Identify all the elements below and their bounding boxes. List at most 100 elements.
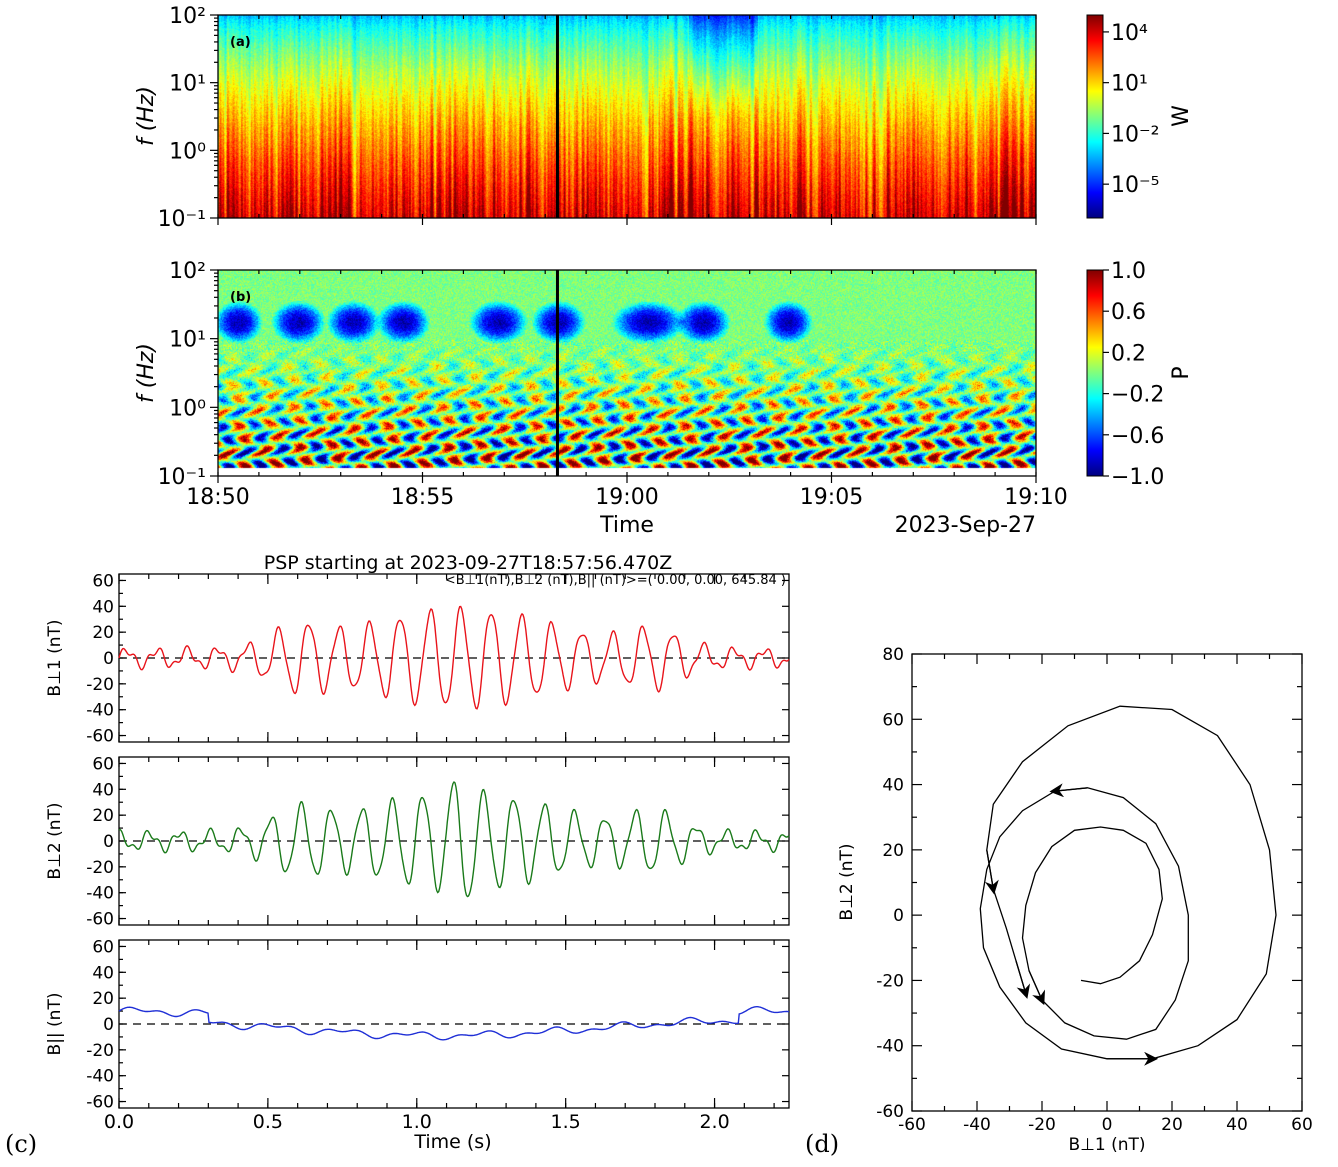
y-tick-label: -60 — [86, 1093, 114, 1113]
y-tick-label: -60 — [876, 1102, 904, 1122]
y-tick-label: 40 — [92, 597, 114, 617]
x-tick-label: 1.5 — [551, 1111, 581, 1133]
y-tick-label: -20 — [86, 858, 114, 878]
y-tick-label: 0 — [103, 649, 114, 669]
colorbar-tick-label: 0.2 — [1111, 341, 1146, 366]
panel-d-frame — [911, 653, 1303, 1112]
panel-d-label: (d) — [805, 1130, 839, 1158]
x-tick-label: 40 — [1226, 1115, 1248, 1135]
x-tick-label: 19:05 — [800, 485, 863, 510]
x-tick-label: 1.0 — [402, 1111, 432, 1133]
panel-c-title: PSP starting at 2023-09-27T18:57:56.470Z — [264, 552, 673, 574]
panel-b-colorbar-label: P — [1169, 366, 1194, 379]
y-tick-label: -20 — [876, 971, 904, 991]
panel-a-x-ticks — [217, 15, 1037, 225]
panel-b-ylabel: f (Hz) — [134, 343, 159, 403]
subplot-2: 60 40 20 0 -20 -40 -60 B⊥2 (nT) — [45, 754, 790, 930]
panel-a-y-ticks: 10⁻¹ 10⁰ 10¹ 10² — [158, 4, 218, 232]
y-tick-label: 60 — [92, 937, 114, 957]
panel-b-xlabel: Time — [599, 513, 654, 538]
y-tick-label: -20 — [86, 675, 114, 695]
y-tick-label: -60 — [86, 727, 114, 747]
y-tick-label: 10⁻¹ — [158, 465, 206, 490]
series-line-2 — [118, 780, 790, 898]
series-line-1 — [118, 605, 790, 710]
y-tick-label: 10² — [169, 4, 206, 29]
y-tick-label: -40 — [86, 884, 114, 904]
y-tick-label: 10⁻¹ — [158, 207, 206, 232]
colorbar-tick-label: −1.0 — [1111, 465, 1164, 490]
panel-b: (b) 10⁻¹ 10⁰ 10¹ 10² 18:50 18:55 19:00 19:05 19… — [134, 259, 1194, 538]
y-tick-label: 20 — [92, 806, 114, 826]
panel-d-hodogram — [979, 705, 1277, 1066]
hodogram-arrow — [1015, 960, 1031, 999]
y-tick-label: 60 — [92, 754, 114, 774]
y-tick-label: 40 — [92, 780, 114, 800]
y-tick-label: 10² — [169, 259, 206, 284]
x-tick-label: -20 — [1028, 1115, 1056, 1135]
panel-d-ticks: -60 -40 -20 0 20 40 60 80 60 40 20 0 -20 -40 -60 — [876, 645, 1313, 1135]
panel-c-label: (c) — [5, 1130, 37, 1158]
y-tick-label: 80 — [882, 645, 904, 665]
x-tick-label: -60 — [898, 1115, 926, 1135]
panel-b-spectrogram-area — [218, 270, 1036, 476]
y-tick-label: 10¹ — [169, 72, 206, 97]
panel-c-annotation: <B⊥1(nT),B⊥2 (nT),B|| (nT)>=( 0.00, 0.00… — [445, 573, 786, 588]
panel-c: PSP starting at 2023-09-27T18:57:56.470Z… — [5, 552, 790, 1158]
panel-a-spectrogram — [218, 15, 1036, 218]
panel-d-ylabel: B⊥2 (nT) — [837, 843, 857, 920]
y-tick-label: 20 — [882, 841, 904, 861]
y-tick-label: 20 — [92, 989, 114, 1009]
y-tick-label: 10⁰ — [169, 139, 206, 164]
x-tick-label: 19:10 — [1004, 485, 1067, 510]
colorbar-tick-label: 10⁴ — [1111, 21, 1148, 46]
panel-b-y-ticks: 10⁻¹ 10⁰ 10¹ 10² — [158, 259, 218, 490]
series-ylabel: B|| (nT) — [45, 993, 65, 1056]
panel-b-x-ticks: 18:50 18:55 19:00 19:05 19:10 — [186, 270, 1068, 510]
panel-b-label: (b) — [230, 290, 251, 305]
x-tick-label: 0 — [1102, 1115, 1113, 1135]
series-ylabel: B⊥1 (nT) — [45, 619, 65, 696]
y-tick-label: -60 — [86, 910, 114, 930]
colorbar-tick-label: 1.0 — [1111, 259, 1146, 284]
panel-b-date-label: 2023-Sep-27 — [895, 513, 1036, 538]
panel-a-colorbar — [1086, 14, 1104, 219]
y-tick-label: 0 — [103, 1015, 114, 1035]
panel-d: -60 -40 -20 0 20 40 60 80 60 40 20 0 -20 -40 -60 B⊥1 (… — [805, 645, 1313, 1158]
panel-c-subplots: 60 40 20 0 -20 -40 -60 B⊥1 (nT) 60 40 20 0 -20 -40 -60… — [45, 571, 790, 1113]
panel-a-spectrogram-area — [218, 15, 1036, 218]
colorbar-tick-label: 10¹ — [1111, 72, 1148, 97]
x-tick-label: 18:55 — [391, 485, 454, 510]
x-tick-label: 0.5 — [253, 1111, 283, 1133]
colorbar-tick-label: −0.6 — [1111, 424, 1164, 449]
subplot-1: 60 40 20 0 -20 -40 -60 B⊥1 (nT) — [45, 571, 790, 747]
hodogram-trace — [979, 705, 1277, 1060]
panel-b-spectrogram — [218, 270, 1036, 476]
x-tick-label: 19:00 — [595, 485, 658, 510]
y-tick-label: 40 — [882, 776, 904, 796]
x-tick-label: 60 — [1291, 1115, 1313, 1135]
hodogram-arrow — [1049, 783, 1088, 798]
x-tick-label: -40 — [963, 1115, 991, 1135]
series-ylabel: B⊥2 (nT) — [45, 802, 65, 879]
colorbar-tick-label: 10⁻⁵ — [1111, 173, 1159, 198]
panel-b-colorbar — [1086, 269, 1104, 477]
panel-a-colorbar-ticks: 10⁴ 10¹ 10⁻² 10⁻⁵ — [1103, 21, 1159, 198]
colorbar-tick-label: 10⁻² — [1111, 122, 1159, 147]
y-tick-label: 40 — [92, 963, 114, 983]
x-tick-label: 18:50 — [186, 485, 249, 510]
hodogram-arrow — [984, 849, 999, 895]
y-tick-label: 10⁰ — [169, 396, 206, 421]
panel-a-colorbar-label: W — [1169, 105, 1194, 127]
colorbar-tick-label: 0.6 — [1111, 300, 1146, 325]
y-tick-label: 60 — [92, 571, 114, 591]
y-tick-label: -40 — [86, 1067, 114, 1087]
hodogram-arrow — [1028, 970, 1046, 1006]
panel-a-ylabel: f (Hz) — [134, 86, 159, 146]
y-tick-label: -40 — [86, 701, 114, 721]
y-tick-label: 10¹ — [169, 328, 206, 353]
panel-d-xlabel: B⊥1 (nT) — [1068, 1135, 1145, 1155]
y-tick-label: 0 — [103, 832, 114, 852]
y-tick-label: -20 — [86, 1041, 114, 1061]
